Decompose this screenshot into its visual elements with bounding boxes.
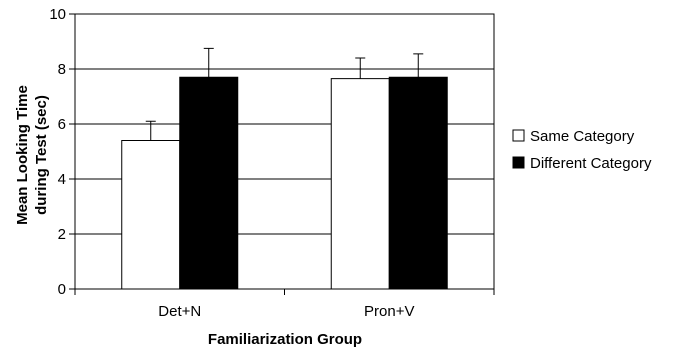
- legend-swatch-different-category: [512, 156, 525, 169]
- x-tick-label: Det+N: [158, 303, 201, 320]
- bar: [121, 140, 181, 290]
- x-axis-title: Familiarization Group: [208, 331, 362, 348]
- y-tick-label: 0: [58, 281, 66, 298]
- y-axis-title-line-1: Mean Looking Time: [14, 85, 31, 225]
- bar: [388, 76, 448, 290]
- y-ticks: 0 2 4 6 8 10: [49, 6, 75, 298]
- y-tick-label: 10: [49, 6, 66, 23]
- y-tick-label: 4: [58, 171, 66, 188]
- y-tick-label: 8: [58, 61, 66, 78]
- y-tick-label: 2: [58, 226, 66, 243]
- legend-label-same-category: Same Category: [530, 128, 635, 145]
- y-tick-label: 6: [58, 116, 66, 133]
- bar: [179, 76, 239, 290]
- x-tick-label: Pron+V: [364, 303, 414, 320]
- bar: [330, 78, 390, 290]
- legend-label-different-category: Different Category: [530, 155, 652, 172]
- y-axis-title-line-2: during Test (sec): [33, 95, 50, 215]
- legend: Same Category Different Category: [512, 128, 652, 172]
- x-ticks: Det+N Pron+V: [74, 289, 495, 320]
- bars: [121, 76, 448, 290]
- legend-swatch-same-category: [512, 129, 525, 142]
- error-bars: [145, 47, 424, 141]
